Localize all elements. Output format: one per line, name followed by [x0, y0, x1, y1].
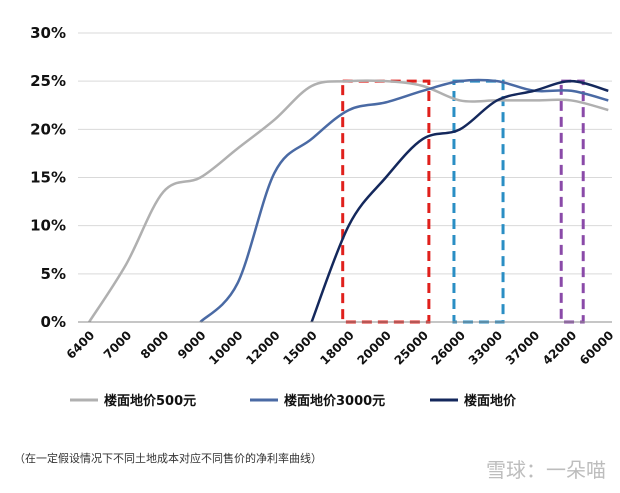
series-lines [88, 78, 609, 323]
x-tick-label: 7000 [101, 328, 135, 362]
y-tick-label: 15% [30, 169, 66, 187]
highlight-box [452, 79, 505, 324]
legend-label-1: 楼面地价500元 [104, 393, 196, 409]
x-tick-label: 60000 [577, 328, 616, 367]
y-tick-label: 0% [41, 313, 66, 331]
x-tick-label: 15000 [280, 328, 319, 367]
series-line-3 [310, 79, 609, 323]
y-tick-label: 10% [30, 217, 66, 235]
x-tick-label: 26000 [429, 328, 468, 367]
x-tick-label: 10000 [206, 328, 245, 367]
x-tick-label: 33000 [466, 328, 505, 367]
watermark: 雪球：一朵喵 [486, 458, 606, 482]
series-line-1 [88, 79, 609, 323]
highlight-box [559, 79, 585, 324]
x-tick-label: 42000 [540, 328, 579, 367]
legend-label-3: 楼面地价 [464, 393, 517, 409]
x-tick-label: 18000 [317, 328, 356, 367]
legend: 楼面地价500元 楼面地价3000元 楼面地价 [70, 393, 517, 409]
x-tick-label: 20000 [354, 328, 393, 367]
x-tick-label: 12000 [243, 328, 282, 367]
y-tick-label: 5% [41, 265, 66, 283]
highlight-box [341, 79, 431, 324]
y-tick-label: 20% [30, 120, 66, 138]
legend-label-2: 楼面地价3000元 [284, 393, 385, 409]
chart-caption: （在一定假设情况下不同土地成本对应不同售价的净利率曲线） [14, 452, 322, 465]
x-tick-label: 37000 [503, 328, 542, 367]
series-line-2 [199, 78, 609, 323]
x-tick-label: 9000 [175, 328, 209, 362]
x-tick-label: 8000 [138, 328, 172, 362]
grid-lines [78, 32, 612, 275]
y-tick-label: 30% [30, 24, 66, 42]
highlight-boxes [341, 79, 585, 324]
x-tick-label: 6400 [64, 328, 98, 362]
x-tick-label: 25000 [392, 328, 431, 367]
axes: 0% 5% 10% 15% 20% 25% 30% 6400 7000 8000 900010000… [30, 24, 616, 368]
y-tick-label: 25% [30, 72, 66, 90]
